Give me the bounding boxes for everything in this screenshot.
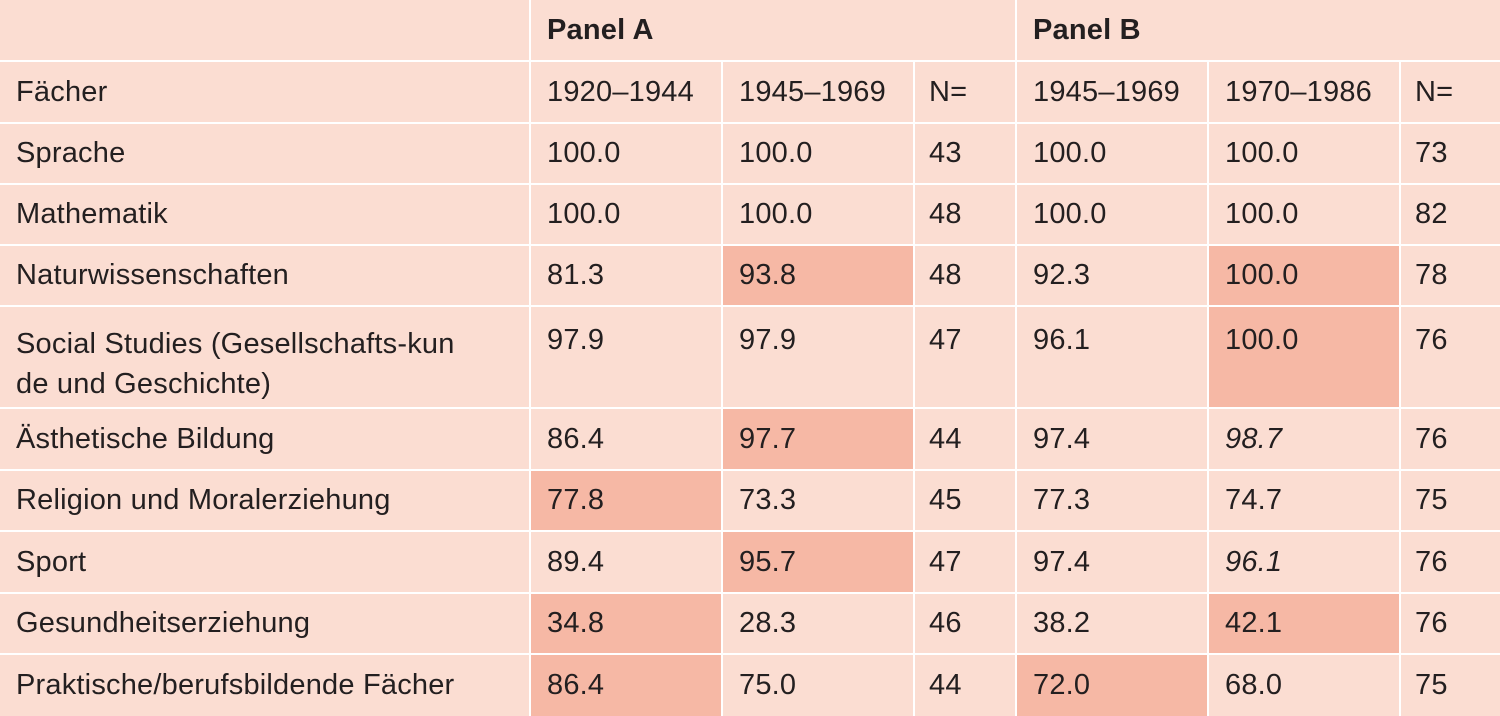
n-cell: 47 [914,306,1018,409]
table-row: Sport 89.4 95.7 47 97.4 96.1 76 [0,531,1500,594]
n-cell: 76 [1400,531,1500,594]
value-cell: 28.3 [722,593,915,655]
value-cell-highlighted: 42.1 [1208,593,1402,655]
subject-cell: Praktische/berufsbildende Fächer [0,654,531,716]
n-cell: 46 [914,593,1018,655]
value-cell-highlighted: 72.0 [1016,654,1210,716]
col-header-subject: Fächer [0,61,531,124]
value-cell: 81.3 [530,245,723,307]
n-cell: 43 [914,123,1018,185]
n-cell: 44 [914,654,1018,716]
n-cell: 76 [1400,593,1500,655]
value-cell-italic: 98.7 [1208,408,1402,471]
value-cell: 100.0 [1208,123,1402,185]
value-cell: 100.0 [1208,184,1402,246]
value-cell-highlighted: 100.0 [1208,306,1402,409]
subject-cell: Social Studies (Gesellschafts-kunde und … [0,306,531,409]
value-cell: 97.9 [530,306,723,409]
value-cell: 77.3 [1016,470,1210,532]
value-cell-highlighted: 93.8 [722,245,915,307]
table-row: Ästhetische Bildung 86.4 97.7 44 97.4 98… [0,408,1500,471]
value-cell: 100.0 [530,123,723,185]
value-cell: 38.2 [1016,593,1210,655]
value-cell: 74.7 [1208,470,1402,532]
value-cell: 86.4 [530,408,723,471]
subject-cell: Gesundheitserziehung [0,593,531,655]
subject-cell: Mathematik [0,184,531,246]
n-cell: 47 [914,531,1018,594]
n-cell: 73 [1400,123,1500,185]
value-cell-highlighted: 34.8 [530,593,723,655]
n-cell: 76 [1400,408,1500,471]
subject-cell: Religion und Moralerziehung [0,470,531,532]
value-cell: 100.0 [1016,123,1210,185]
subject-cell: Sport [0,531,531,594]
n-cell: 76 [1400,306,1500,409]
col-header-b-1945-1969: 1945–1969 [1016,61,1210,124]
value-cell: 97.9 [722,306,915,409]
value-cell: 97.4 [1016,408,1210,471]
value-cell: 100.0 [530,184,723,246]
panel-b-label: Panel B [1016,0,1500,62]
n-cell: 48 [914,245,1018,307]
value-cell-highlighted: 86.4 [530,654,723,716]
n-cell: 75 [1400,470,1500,532]
col-header-b-n: N= [1400,61,1500,124]
value-cell: 97.4 [1016,531,1210,594]
n-cell: 75 [1415,669,1448,701]
table-row: Social Studies (Gesellschafts-kunde und … [0,306,1500,409]
n-cell: 78 [1400,245,1500,307]
col-header-a-n: N= [914,61,1018,124]
value-cell: 100.0 [722,184,915,246]
subject-cell: Naturwissenschaften [0,245,531,307]
table-row: Sprache 100.0 100.0 43 100.0 100.0 73 [0,123,1500,185]
panel-header-row: Panel A Panel B [0,0,1500,62]
n-cell: 44 [914,408,1018,471]
table-row: Mathematik 100.0 100.0 48 100.0 100.0 82 [0,184,1500,246]
value-cell: 96.1 [1016,306,1210,409]
value-cell: 100.0 [722,123,915,185]
value-cell: 75.0 [722,654,915,716]
subject-cell: Sprache [0,123,531,185]
subject-text: Social Studies (Gesellschafts-kunde und … [16,328,455,400]
value-cell: 92.3 [1016,245,1210,307]
n-cell: 45 [914,470,1018,532]
table-row: Praktische/berufsbildende Fächer 86.4 75… [0,654,1500,716]
value-cell-highlighted: 100.0 [1208,245,1402,307]
value-cell: 100.0 [1016,184,1210,246]
table-row: Naturwissenschaften 81.3 93.8 48 92.3 10… [0,245,1500,307]
table-row: Religion und Moralerziehung 77.8 73.3 45… [0,470,1500,532]
panel-a-label: Panel A [530,0,1018,62]
value-cell-highlighted: 77.8 [530,470,723,532]
subject-cell: Ästhetische Bildung [0,408,531,471]
col-header-a-1920-1944: 1920–1944 [530,61,723,124]
n-cell: 48 [914,184,1018,246]
n-cell: 82 [1400,184,1500,246]
table-row: Gesundheitserziehung 34.8 28.3 46 38.2 4… [0,593,1500,655]
value-cell: 73.3 [722,470,915,532]
value-cell: 68.0 [1208,654,1402,716]
column-header-row: Fächer 1920–1944 1945–1969 N= 1945–1969 … [0,61,1500,124]
value-cell-highlighted: 95.7 [722,531,915,594]
value-cell-highlighted: 97.7 [722,408,915,471]
corner-cell [0,0,531,62]
col-header-b-1970-1986: 1970–1986 [1208,61,1402,124]
col-header-a-1945-1969: 1945–1969 [722,61,915,124]
value-cell: 89.4 [530,531,723,594]
value-cell-italic: 96.1 [1208,531,1402,594]
